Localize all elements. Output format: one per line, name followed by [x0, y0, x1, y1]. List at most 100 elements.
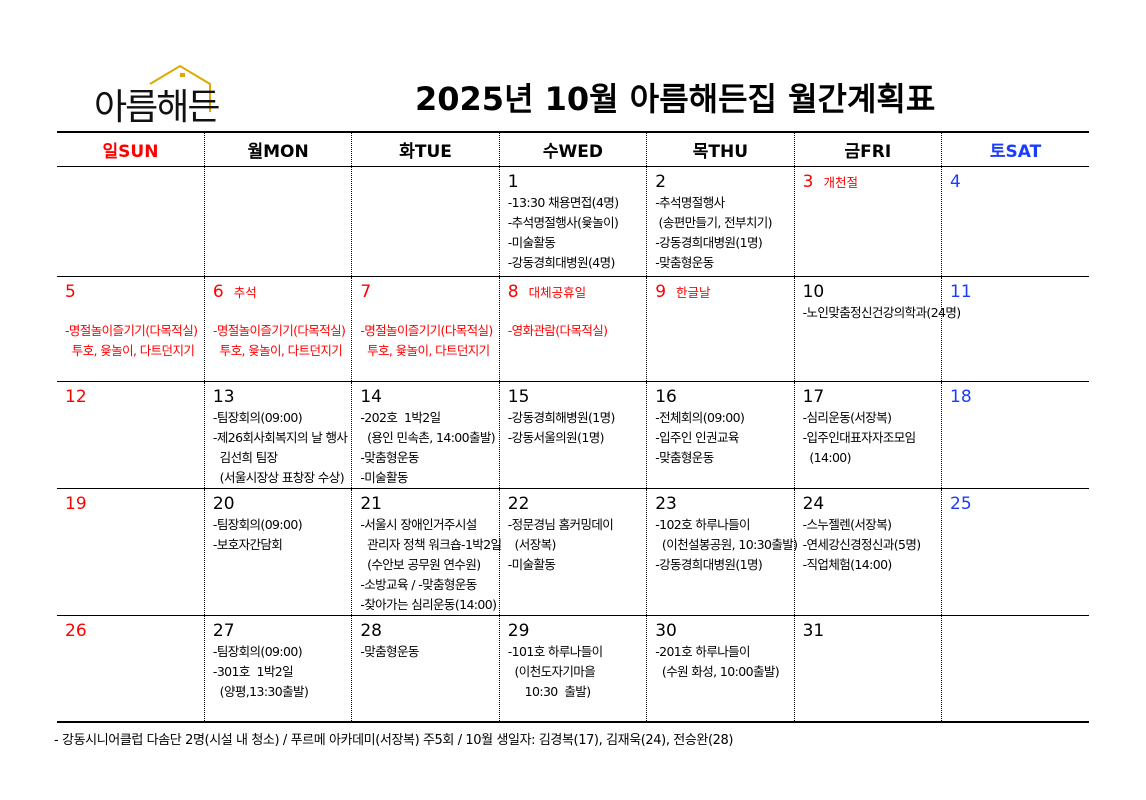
- day-cell: 27 -팀장회의(09:00) -301호 1박2일 (양평,13:30출발): [203, 615, 352, 723]
- event-item: -맞춤형운동: [655, 450, 714, 465]
- day-cell: 30 -201호 하루나들이 (수원 화성, 10:00출발): [646, 615, 795, 723]
- event-item: -서울시 장애인거주시설: [360, 517, 477, 532]
- day-number: 9: [655, 282, 667, 302]
- day-cell: 17 -심리운동(서장복) -입주인대표자자조모임 (14:00): [793, 381, 942, 489]
- day-number: 27: [212, 621, 235, 641]
- event-item: 김선희 팀장: [212, 450, 278, 465]
- event-item: -미술활동: [507, 557, 556, 572]
- event-item: -스누젤렌(서장복): [802, 517, 892, 532]
- day-number: 31: [802, 621, 825, 641]
- weekday-header: 수WED: [498, 131, 647, 167]
- event-item: -추석명절행사(윷놀이): [507, 215, 619, 230]
- week-row: 12 13 -팀장회의(09:00) -제26회사회복지의 날 행사 김선희 팀장 (…: [57, 381, 1089, 489]
- day-cell: 8 대체공휴일 -영화관람(다목적실): [498, 276, 647, 382]
- logo: 아름해든: [88, 60, 233, 128]
- holiday-label: 한글날: [676, 285, 711, 300]
- event-item: -팀장회의(09:00): [212, 410, 303, 425]
- day-cell: 9 한글날: [646, 276, 795, 382]
- event-item: -301호 1박2일: [212, 664, 294, 679]
- day-cell: 18: [941, 381, 1089, 489]
- event-item: 투호, 윷놀이, 다트던지기: [65, 343, 195, 358]
- day-number: 11: [950, 282, 972, 302]
- week-row: 5 -명절놀이즐기기(다목적실) 투호, 윷놀이, 다트던지기 6 추석 -명절놀이즐기…: [57, 276, 1089, 382]
- day-number: 10: [802, 282, 825, 302]
- page-title: 2025년 10월 아름해든집 월간계획표: [415, 80, 936, 118]
- day-cell: 13 -팀장회의(09:00) -제26회사회복지의 날 행사 김선희 팀장 (서울…: [203, 381, 352, 489]
- day-number: 13: [212, 387, 235, 407]
- footer-note: - 강동시니어클럽 다솜단 2명(시설 내 청소) / 푸르메 아카데미(서장복…: [54, 733, 734, 748]
- event-item: -맞춤형운동: [655, 255, 714, 270]
- day-cell: [351, 166, 500, 277]
- day-number: 29: [507, 621, 530, 641]
- event-item: -201호 하루나들이: [655, 644, 750, 659]
- day-cell: 20 -팀장회의(09:00) -보호자간담회: [203, 488, 352, 616]
- day-cell: 21 -서울시 장애인거주시설 관리자 정책 워크숍-1박2일 (수안보 공무원 …: [351, 488, 502, 616]
- event-item: (용인 민속촌, 14:00출발): [360, 430, 496, 445]
- weekday-header-row: 일SUN 월MON 화TUE 수WED 목THU 금FRI 토SAT: [57, 131, 1089, 167]
- day-cell: 4: [941, 166, 1089, 277]
- day-cell: [57, 166, 205, 277]
- event-item: -영화관람(다목적실): [507, 323, 608, 338]
- logo-text: 아름해든: [94, 87, 220, 128]
- event-item: -명절놀이즐기기(다목적실): [65, 323, 198, 338]
- event-item: (양평,13:30출발): [212, 684, 309, 699]
- event-item: (이천도자기마을: [507, 664, 596, 679]
- day-number: 6: [212, 282, 224, 302]
- event-item: -제26회사회복지의 날 행사: [212, 430, 348, 445]
- weekday-header: 일SUN: [57, 131, 205, 167]
- event-item: 10:30 출발): [507, 684, 591, 699]
- day-number: 22: [507, 494, 530, 514]
- event-item: -강동경희대병원(1명): [655, 557, 763, 572]
- event-item: (서장복): [507, 537, 557, 552]
- holiday-label: 개천절: [823, 175, 858, 190]
- day-number: 30: [655, 621, 677, 641]
- day-cell: 1 -13:30 채용면접(4명) -추석명절행사(윷놀이) -미술활동 -강동경희대병…: [498, 166, 647, 277]
- event-item: 투호, 윷놀이, 다트던지기: [212, 343, 343, 358]
- day-number: 15: [507, 387, 530, 407]
- week-row: 19 20 -팀장회의(09:00) -보호자간담회 21 -서울시 장애인거주시설 관리…: [57, 488, 1089, 616]
- event-item: -강동경희대병원(4명): [507, 255, 616, 270]
- event-item: -입주인대표자자조모임: [802, 430, 917, 445]
- week-row: 26 27 -팀장회의(09:00) -301호 1박2일 (양평,13:30출발) 2…: [57, 615, 1089, 723]
- event-item: -102호 하루나들이: [655, 517, 750, 532]
- day-number: 2: [655, 172, 667, 192]
- event-item: -팀장회의(09:00): [212, 644, 303, 659]
- event-item: -소방교육 / -맞춤형운동: [360, 577, 477, 592]
- event-item: -직업체험(14:00): [802, 557, 893, 572]
- holiday-label: 대체공휴일: [528, 285, 587, 300]
- day-cell: 28 -맞춤형운동: [351, 615, 500, 723]
- day-number: 3: [802, 172, 814, 192]
- day-cell: 15 -강동경희해병원(1명) -강동서울의원(1명): [498, 381, 647, 489]
- event-item: -미술활동: [360, 470, 408, 485]
- event-item: -심리운동(서장복): [802, 410, 892, 425]
- event-item: 투호, 윷놀이, 다트던지기: [360, 343, 490, 358]
- day-number: 18: [950, 387, 972, 407]
- day-cell: 3 개천절: [793, 166, 942, 277]
- event-item: -연세강신경정신과(5명): [802, 537, 922, 552]
- day-number: 21: [360, 494, 382, 514]
- day-number: 24: [802, 494, 825, 514]
- day-cell: 29 -101호 하루나들이 (이천도자기마을 10:30 출발): [498, 615, 647, 723]
- event-item: -101호 하루나들이: [507, 644, 603, 659]
- day-cell: 16 -전체회의(09:00) -입주인 인권교육 -맞춤형운동: [646, 381, 795, 489]
- event-item: -강동경희대병원(1명): [655, 235, 763, 250]
- day-cell: 24 -스누젤렌(서장복) -연세강신경정신과(5명) -직업체험(14:00): [793, 488, 942, 616]
- event-item: -보호자간담회: [212, 537, 283, 552]
- day-cell: 19: [57, 488, 205, 616]
- day-number: 1: [507, 172, 519, 192]
- day-number: 23: [655, 494, 677, 514]
- day-cell: [203, 166, 352, 277]
- day-cell: 14 -202호 1박2일 (용인 민속촌, 14:00출발) -맞춤형운동 -미술활…: [351, 381, 500, 489]
- event-item: -맞춤형운동: [360, 644, 419, 659]
- day-cell: 6 추석 -명절놀이즐기기(다목적실) 투호, 윷놀이, 다트던지기: [203, 276, 352, 382]
- event-item: -강동서울의원(1명): [507, 430, 605, 445]
- event-item: -추석명절행사: [655, 195, 725, 210]
- day-number: 12: [65, 387, 87, 407]
- event-item: (이천설봉공원, 10:30출발): [655, 537, 798, 552]
- event-item: -13:30 채용면접(4명): [507, 195, 619, 210]
- day-cell: 5 -명절놀이즐기기(다목적실) 투호, 윷놀이, 다트던지기: [57, 276, 205, 382]
- event-item: -노인맞춤정신건강의학과(24명): [802, 305, 962, 320]
- weekday-header: 목THU: [646, 131, 795, 167]
- event-item: -찾아가는 심리운동(14:00): [360, 597, 497, 612]
- event-item: -맞춤형운동: [360, 450, 419, 465]
